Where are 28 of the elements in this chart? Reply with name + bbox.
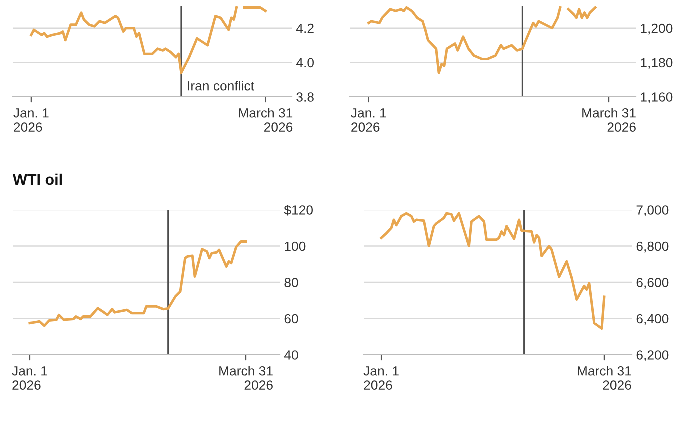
x-tick-label: Jan. 1 2026 bbox=[12, 366, 48, 390]
y-tick-label: 1,200 bbox=[641, 24, 673, 35]
y-tick-label: 60 bbox=[284, 314, 298, 324]
x-tick-label: Jan. 1 2026 bbox=[14, 108, 49, 132]
line-series bbox=[380, 212, 606, 330]
y-tick-label: 4.2 bbox=[296, 24, 314, 34]
y-tick-label: 1,180 bbox=[641, 58, 673, 70]
x-tick-label: March 31 2026 bbox=[578, 366, 632, 390]
ref-line-label: Iran conflict bbox=[188, 81, 254, 91]
y-tick-label: 6,200 bbox=[636, 350, 669, 362]
y-tick-label: 100 bbox=[285, 242, 306, 252]
x-tick-label: March 31 2026 bbox=[220, 366, 273, 390]
y-tick-label: $120 bbox=[284, 205, 314, 216]
y-tick-label: 3.8 bbox=[296, 92, 314, 102]
chart-title: WTI oil bbox=[13, 174, 62, 186]
x-tick-label: March 31 2026 bbox=[239, 108, 293, 132]
y-tick-label: 6,800 bbox=[636, 242, 669, 253]
x-tick-label: March 31 2026 bbox=[582, 108, 636, 132]
x-tick-label: Jan. 1 2026 bbox=[351, 108, 386, 132]
line-series bbox=[28, 240, 248, 328]
x-tick-label: Jan. 1 2026 bbox=[364, 366, 399, 390]
y-tick-label: 7,000 bbox=[636, 206, 669, 216]
y-tick-label: 1,160 bbox=[641, 92, 673, 104]
y-tick-label: 6,400 bbox=[636, 314, 669, 326]
y-tick-label: 6,600 bbox=[636, 278, 669, 289]
y-tick-label: 4.0 bbox=[296, 58, 314, 68]
y-tick-label: 80 bbox=[284, 278, 298, 288]
y-tick-label: 40 bbox=[284, 350, 298, 360]
